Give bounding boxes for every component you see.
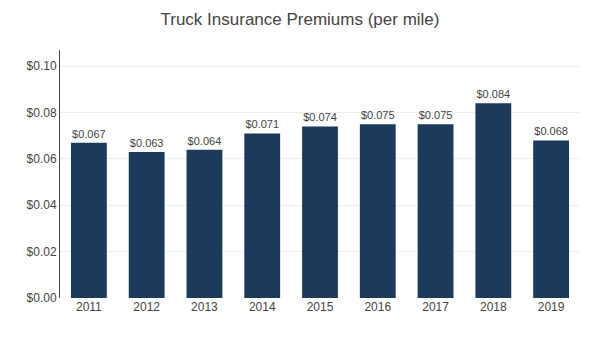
- svg-text:$0.04: $0.04: [27, 198, 57, 212]
- svg-text:$0.075: $0.075: [361, 109, 395, 121]
- svg-text:$0.068: $0.068: [534, 125, 568, 137]
- svg-text:2011: 2011: [76, 300, 102, 314]
- svg-text:$0.06: $0.06: [27, 152, 57, 166]
- svg-text:2016: 2016: [364, 300, 391, 314]
- svg-text:2019: 2019: [538, 300, 565, 314]
- svg-text:2014: 2014: [249, 300, 276, 314]
- svg-text:$0.074: $0.074: [303, 111, 337, 123]
- svg-text:$0.067: $0.067: [72, 128, 106, 140]
- svg-text:$0.00: $0.00: [27, 291, 57, 305]
- svg-text:2015: 2015: [307, 300, 334, 314]
- svg-text:2017: 2017: [422, 300, 449, 314]
- svg-text:2018: 2018: [480, 300, 507, 314]
- svg-text:2013: 2013: [191, 300, 218, 314]
- svg-text:$0.084: $0.084: [477, 88, 511, 100]
- svg-text:$0.02: $0.02: [27, 245, 57, 259]
- svg-text:$0.071: $0.071: [245, 118, 279, 130]
- svg-text:$0.063: $0.063: [130, 137, 164, 149]
- svg-text:$0.08: $0.08: [27, 106, 57, 120]
- svg-text:2012: 2012: [133, 300, 160, 314]
- svg-text:$0.075: $0.075: [419, 109, 453, 121]
- svg-text:$0.10: $0.10: [27, 59, 57, 73]
- svg-text:Truck Insurance Premiums (per: Truck Insurance Premiums (per mile): [161, 10, 440, 29]
- svg-text:$0.064: $0.064: [188, 135, 222, 147]
